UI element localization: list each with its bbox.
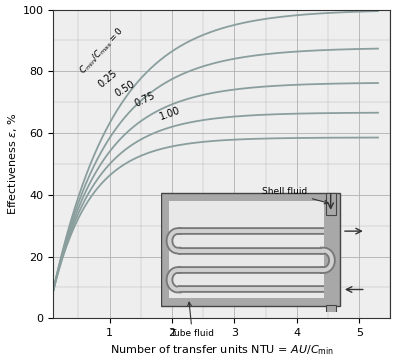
X-axis label: Number of transfer units NTU = $AU/C_{\mathrm{min}}$: Number of transfer units NTU = $AU/C_{\m… — [110, 344, 334, 358]
Text: 0.75: 0.75 — [133, 90, 157, 109]
Text: 0.25: 0.25 — [96, 68, 119, 90]
Text: 0.50: 0.50 — [113, 79, 136, 99]
Y-axis label: Effectiveness $\varepsilon$, %: Effectiveness $\varepsilon$, % — [6, 113, 19, 215]
Text: 1.00: 1.00 — [158, 106, 182, 122]
Text: $C_{\min}/C_{\max} = 0$: $C_{\min}/C_{\max} = 0$ — [77, 25, 127, 77]
